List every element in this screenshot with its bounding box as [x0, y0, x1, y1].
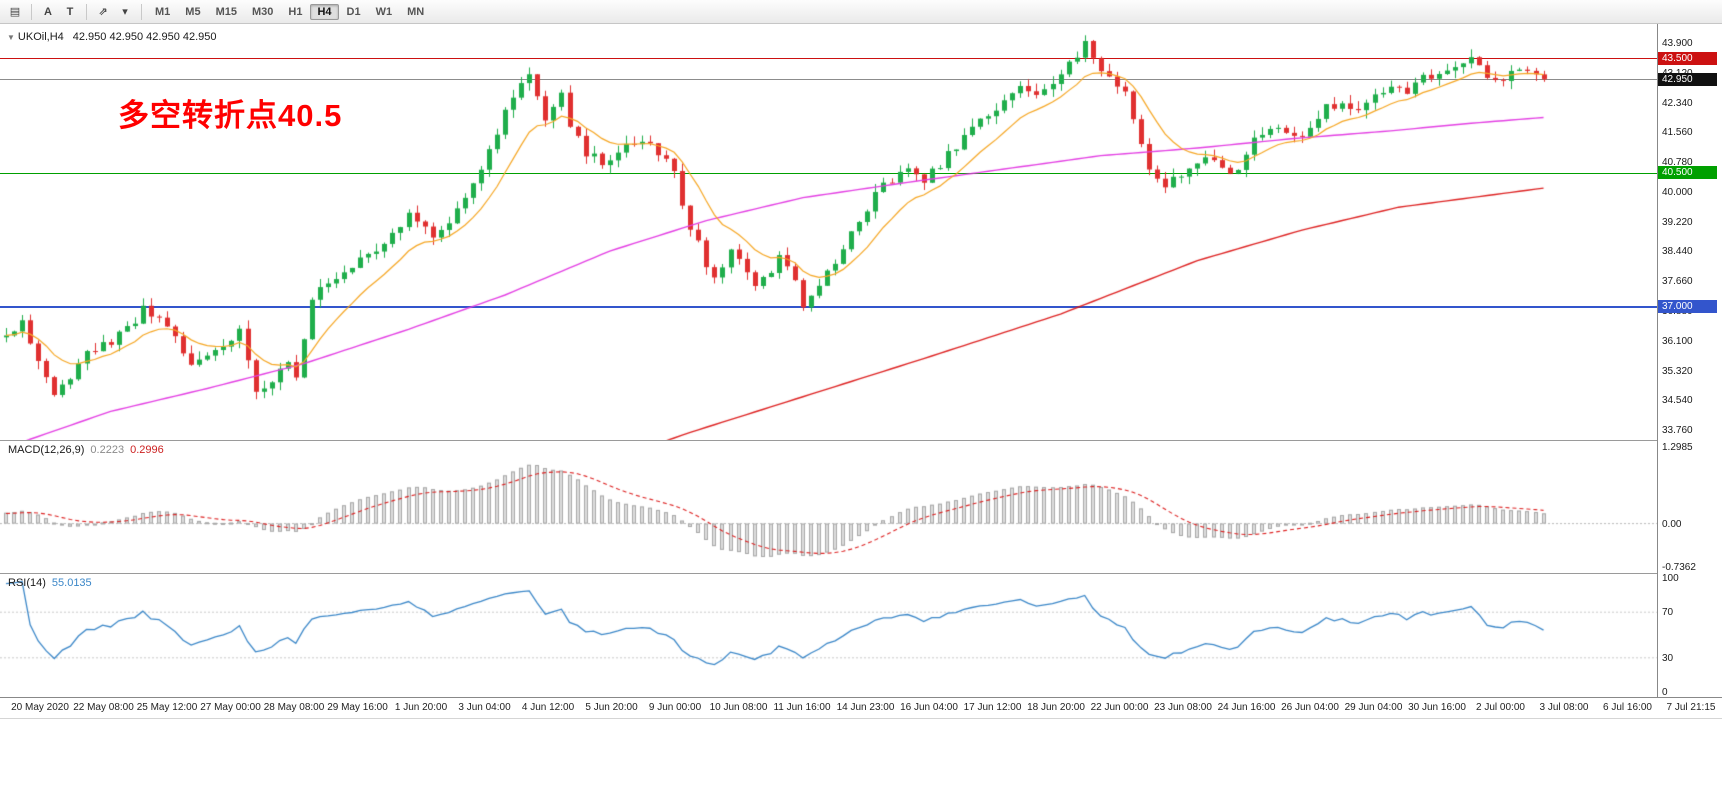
price-scale-label: 40.000 — [1662, 186, 1693, 198]
text-tool-button[interactable]: T — [66, 5, 74, 18]
time-axis-label: 7 Jul 21:15 — [1666, 702, 1716, 713]
price-tag-40-500: 40.500 — [1658, 166, 1717, 180]
time-axis-label: 6 Jul 16:00 — [1603, 702, 1652, 713]
drawing-tools-group: ▤ A T ⇗ ▾ — [5, 2, 135, 22]
macd-main-value: 0.2223 — [90, 444, 125, 456]
draw-tool-icon[interactable]: ⇗ — [98, 6, 108, 18]
time-axis-label: 1 Jun 20:00 — [394, 702, 448, 713]
time-axis-label: 14 Jun 23:00 — [836, 702, 895, 713]
time-axis-label: 11 Jun 16:00 — [773, 702, 831, 713]
time-axis-label: 18 Jun 20:00 — [1027, 702, 1085, 713]
time-axis-label: 23 Jun 08:00 — [1154, 702, 1212, 713]
time-axis-label: 2 Jul 00:00 — [1476, 702, 1525, 713]
price-scale-label: 43.900 — [1662, 38, 1693, 50]
time-axis-label: 20 May 2020 — [11, 702, 69, 713]
time-axis-label: 5 Jun 20:00 — [585, 702, 638, 713]
rsi-indicator-label: RSI(14) 55.0135 — [8, 577, 92, 589]
timeframe-d1-button[interactable]: D1 — [346, 5, 361, 18]
price-tag-37-000: 37.000 — [1658, 299, 1717, 313]
time-scale[interactable]: 20 May 2020 22 May 08:00 25 May 12:00 27 Ma… — [0, 697, 1722, 719]
macd-name: MACD(12,26,9) — [8, 444, 85, 456]
price-tag-43-500: 43.500 — [1658, 51, 1717, 65]
time-axis-label: 27 May 00:00 — [200, 702, 261, 713]
time-axis-label: 28 May 08:00 — [263, 702, 325, 713]
timeframe-m5-button[interactable]: M5 — [185, 5, 201, 18]
price-tag-42-950: 42.950 — [1658, 72, 1717, 86]
draw-tool-dropdown-caret[interactable]: ▾ — [122, 6, 128, 18]
timeframe-h1-button[interactable]: H1 — [288, 5, 303, 18]
symbol-dropdown-icon[interactable]: ▼ — [7, 33, 15, 42]
timeframe-m15-button[interactable]: M15 — [215, 5, 237, 18]
toolbar-separator — [141, 3, 142, 20]
price-scale-label: 41.560 — [1662, 127, 1693, 139]
time-axis-label: 3 Jun 04:00 — [458, 702, 511, 713]
time-axis-label: 26 Jun 04:00 — [1281, 702, 1339, 713]
symbol-name: UKOil,H4 — [17, 31, 64, 43]
chart-layout-icon[interactable]: ▤ — [9, 6, 21, 18]
time-axis-label: 22 May 08:00 — [73, 702, 134, 713]
timeframe-m1-button[interactable]: M1 — [155, 5, 171, 18]
price-scale-label: 39.220 — [1662, 216, 1693, 228]
rsi-scale-label: 30 — [1662, 652, 1674, 664]
time-axis-label: 22 Jun 00:00 — [1090, 702, 1149, 713]
rsi-value: 55.0135 — [51, 577, 92, 589]
price-scale-label: 38.440 — [1662, 246, 1693, 258]
toolbar-separator — [86, 3, 87, 20]
time-axis-label: 17 Jun 12:00 — [963, 702, 1022, 713]
timeframe-toolbar: M1 M5 M15 M30 H1 H4 D1 W1 MN — [148, 3, 431, 20]
macd-scale-label: 1.2985 — [1662, 442, 1693, 453]
time-axis-label: 25 May 12:00 — [136, 702, 198, 713]
macd-indicator-label: MACD(12,26,9) 0.2223 0.2996 — [8, 444, 164, 456]
cursor-tool-button[interactable]: A — [44, 5, 52, 18]
rsi-scale-label: 0 — [1662, 687, 1668, 698]
chart-symbol-label: ▼ UKOil,H4 42.950 42.950 42.950 42.950 — [7, 31, 217, 43]
price-scale-label: 36.100 — [1662, 335, 1693, 347]
macd-signal-value: 0.2996 — [130, 444, 164, 456]
pane-separator-macd[interactable] — [0, 440, 1722, 441]
time-axis-label: 16 Jun 04:00 — [900, 702, 958, 713]
time-axis-label: 10 Jun 08:00 — [709, 702, 768, 713]
top-toolbar: ▤ A T ⇗ ▾ M1 M5 M15 M30 H1 H4 D1 W1 MN — [0, 0, 1722, 24]
chart-annotation-text[interactable]: 多空转折点40.5 — [118, 98, 343, 133]
price-scale-label: 37.660 — [1662, 276, 1693, 288]
time-axis-label: 3 Jul 08:00 — [1539, 702, 1589, 713]
time-axis-label: 24 Jun 16:00 — [1217, 702, 1276, 713]
toolbar-separator — [31, 3, 32, 20]
time-axis-label: 29 May 16:00 — [327, 702, 388, 713]
price-scale[interactable]: 43.90043.12042.34041.56040.78040.00039.2… — [1657, 24, 1722, 698]
rsi-scale-label: 100 — [1662, 573, 1679, 584]
time-axis-label: 4 Jun 12:00 — [521, 702, 575, 713]
price-scale-label: 40.780 — [1662, 157, 1693, 169]
rsi-scale-label: 70 — [1662, 607, 1674, 619]
rsi-name: RSI(14) — [8, 577, 46, 589]
price-scale-label: 33.760 — [1662, 425, 1693, 437]
time-axis-label: 29 Jun 04:00 — [1344, 702, 1403, 713]
chart-canvas[interactable] — [0, 24, 1722, 717]
time-axis-label: 9 Jun 00:00 — [648, 702, 702, 713]
pane-separator-rsi[interactable] — [0, 573, 1722, 574]
timeframe-mn-button[interactable]: MN — [407, 5, 425, 18]
time-axis-label: 30 Jun 16:00 — [1408, 702, 1466, 713]
timeframe-m30-button[interactable]: M30 — [251, 5, 274, 18]
price-scale-label: 34.540 — [1662, 395, 1693, 407]
macd-scale-label: -0.7362 — [1662, 562, 1696, 573]
price-scale-label: 35.320 — [1662, 365, 1693, 377]
price-scale-label: 42.340 — [1662, 97, 1693, 109]
macd-scale-label: 0.00 — [1662, 518, 1682, 530]
timeframe-w1-button[interactable]: W1 — [375, 5, 393, 18]
ohlc-values: 42.950 42.950 42.950 42.950 — [72, 31, 217, 43]
timeframe-h4-button[interactable]: H4 — [310, 3, 339, 20]
